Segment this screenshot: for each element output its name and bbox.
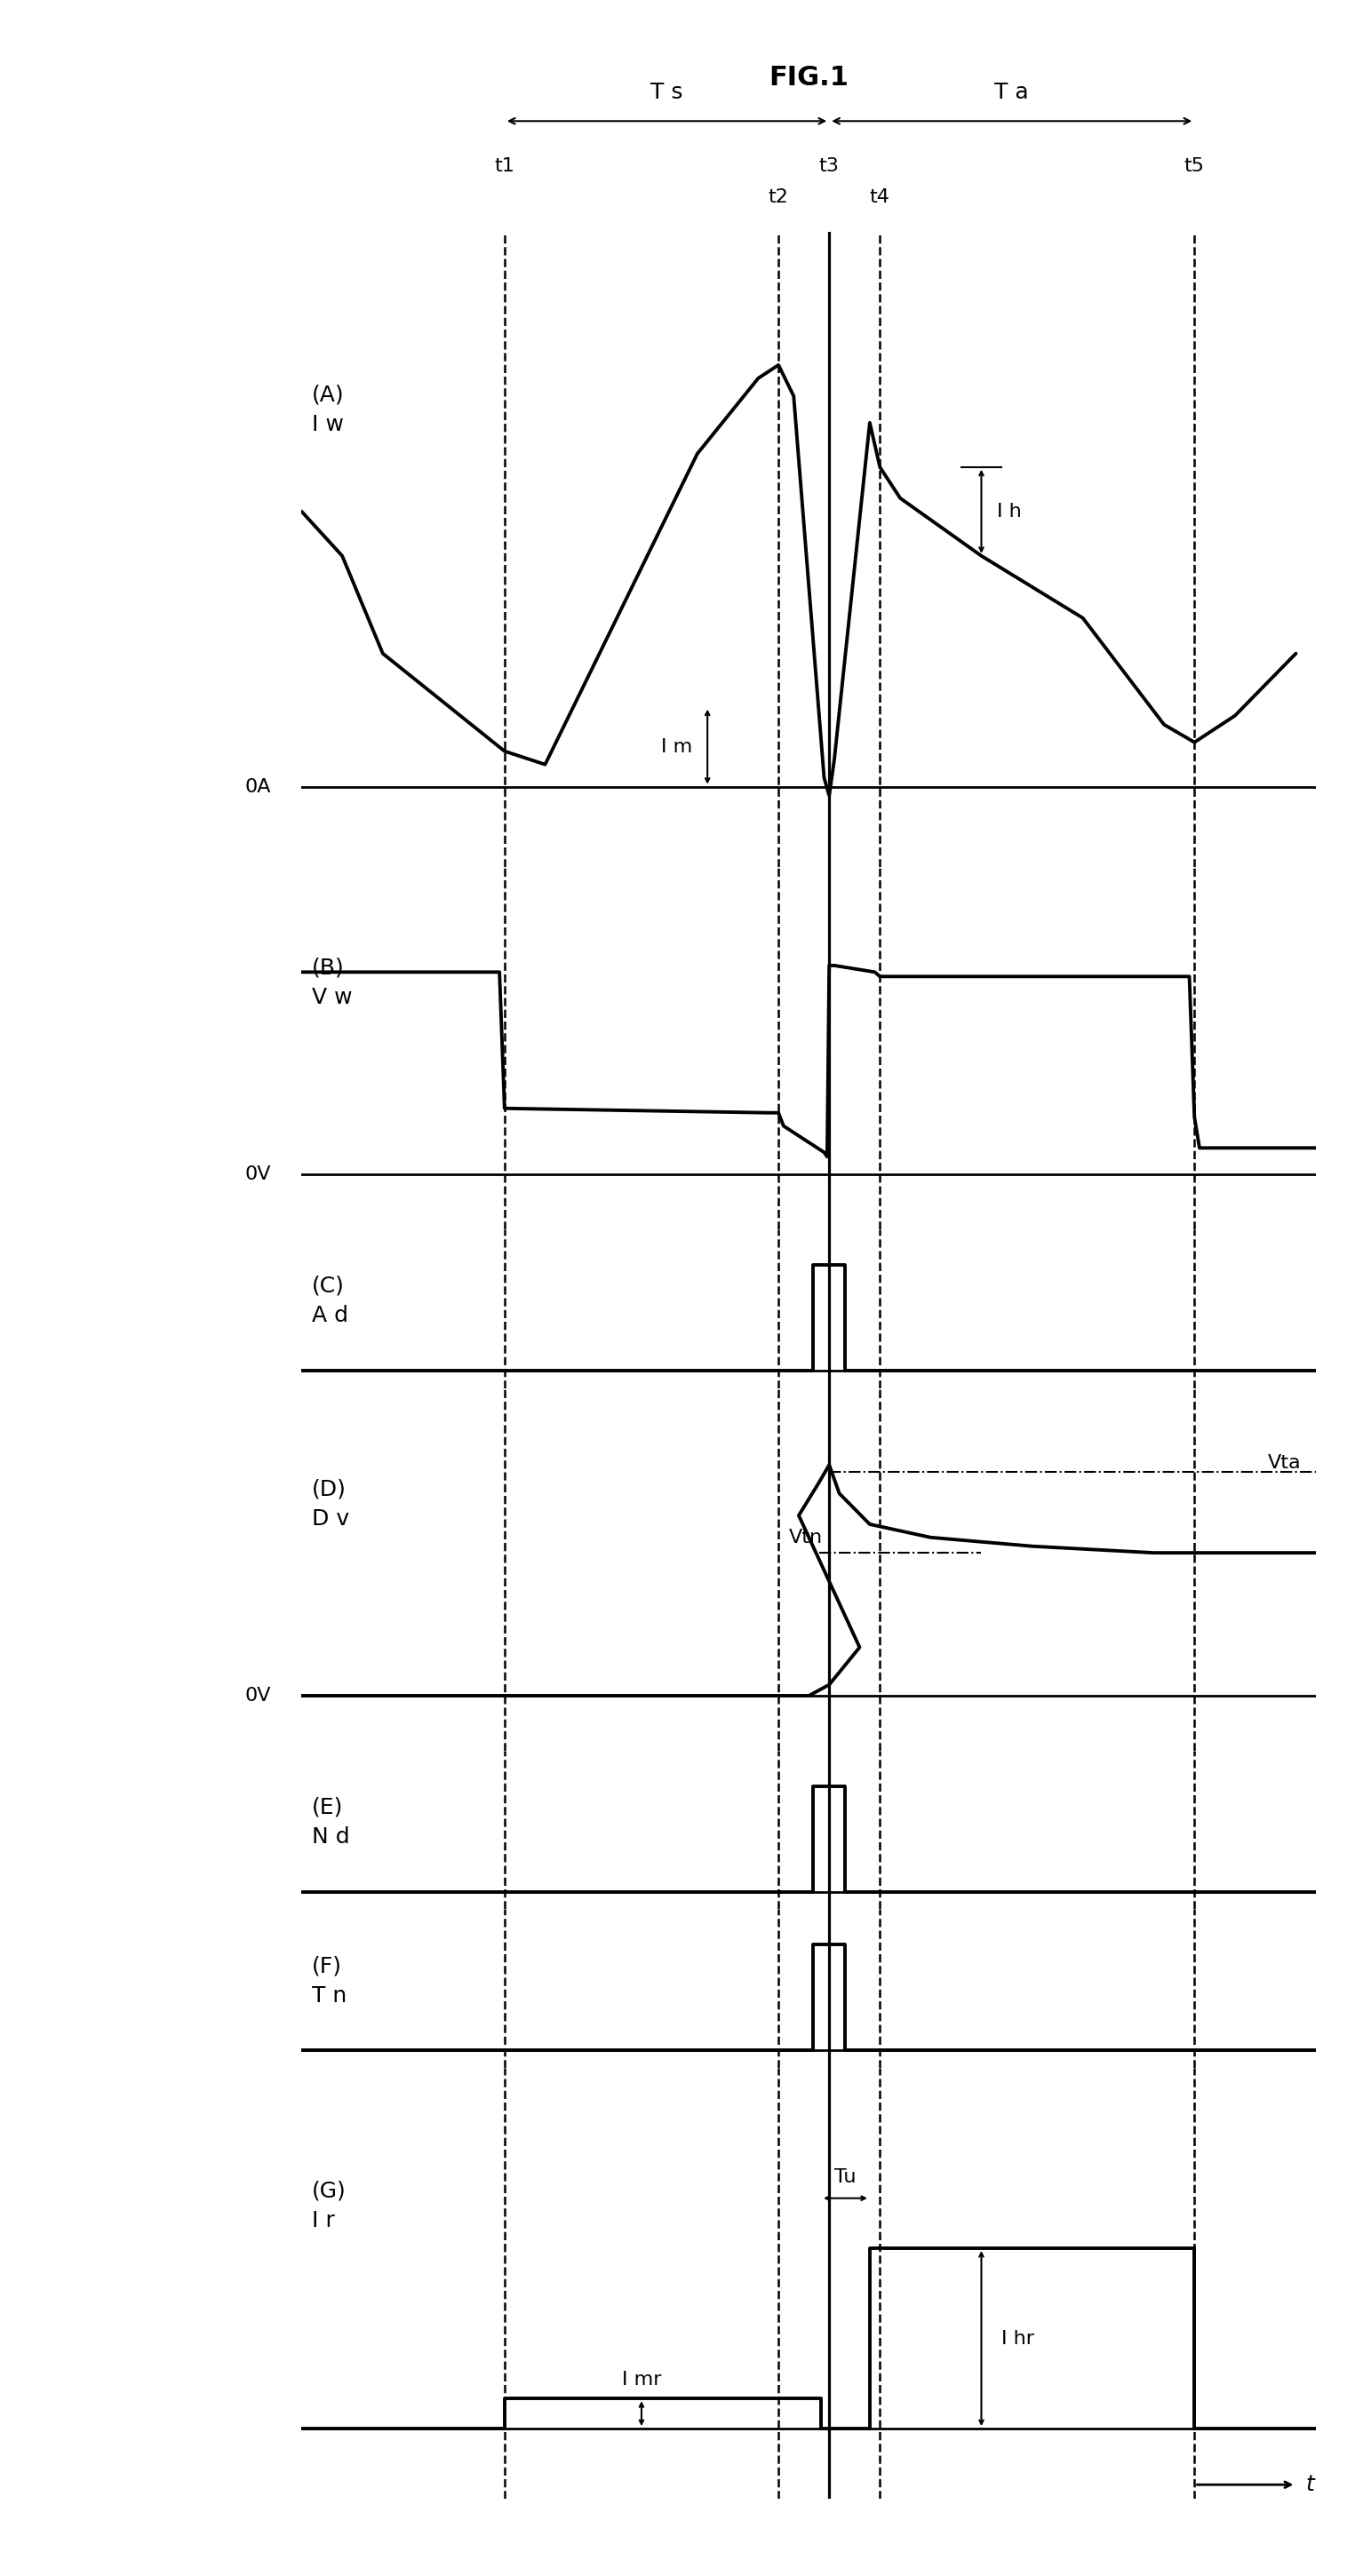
Text: FIG.1: FIG.1 bbox=[769, 64, 849, 90]
Text: t2: t2 bbox=[768, 188, 788, 206]
Text: (F)
T n: (F) T n bbox=[311, 1955, 347, 2007]
Text: t4: t4 bbox=[869, 188, 890, 206]
Text: I hr: I hr bbox=[1002, 2329, 1035, 2347]
Text: (D)
D v: (D) D v bbox=[311, 1479, 350, 1530]
Text: I m: I m bbox=[661, 737, 692, 755]
Text: Tu: Tu bbox=[835, 2169, 857, 2187]
Text: (A)
I w: (A) I w bbox=[311, 384, 344, 435]
Text: Vtn: Vtn bbox=[788, 1528, 823, 1546]
Text: 0V: 0V bbox=[245, 1164, 271, 1182]
Text: t3: t3 bbox=[818, 157, 839, 175]
Text: t1: t1 bbox=[495, 157, 514, 175]
Text: 0V: 0V bbox=[245, 1687, 271, 1705]
Text: (E)
N d: (E) N d bbox=[311, 1795, 350, 1847]
Text: 0A: 0A bbox=[245, 778, 271, 796]
Text: (G)
I r: (G) I r bbox=[311, 2179, 347, 2231]
Text: t5: t5 bbox=[1185, 157, 1205, 175]
Text: (C)
A d: (C) A d bbox=[311, 1275, 348, 1327]
Text: T a: T a bbox=[994, 82, 1030, 103]
Text: I h: I h bbox=[997, 502, 1021, 520]
Text: t: t bbox=[1307, 2473, 1315, 2496]
Text: T s: T s bbox=[651, 82, 683, 103]
Text: I mr: I mr bbox=[621, 2370, 661, 2388]
Text: (B)
V w: (B) V w bbox=[311, 958, 352, 1007]
Text: Vta: Vta bbox=[1268, 1453, 1301, 1471]
